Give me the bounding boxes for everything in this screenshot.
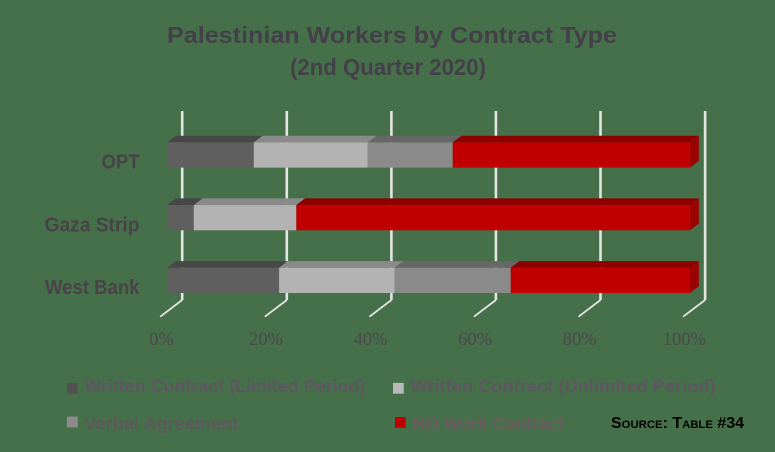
- svg-text:West Bank: West Bank: [45, 277, 140, 299]
- svg-text:100%: 100%: [663, 330, 706, 350]
- svg-text:0%: 0%: [149, 330, 174, 350]
- svg-text:Source: Table #34: Source: Table #34: [611, 415, 744, 432]
- svg-text:40%: 40%: [354, 330, 388, 350]
- svg-text:60%: 60%: [458, 330, 492, 350]
- svg-text:(2nd Quarter 2020): (2nd Quarter 2020): [290, 54, 486, 80]
- svg-text:80%: 80%: [563, 330, 597, 350]
- svg-text:OPT: OPT: [102, 152, 140, 174]
- svg-text:Palestinian Workers by Contrac: Palestinian Workers by Contract Type: [167, 22, 617, 48]
- svg-text:NO Work Contract: NO Work Contract: [413, 414, 564, 434]
- svg-text:20%: 20%: [249, 330, 283, 350]
- svg-text:Written Contract (Limited Peri: Written Contract (Limited Period): [84, 376, 365, 396]
- svg-text:Written Contract (Unlimited Pe: Written Contract (Unlimited Period): [411, 376, 716, 396]
- svg-text:Verbal Agreement: Verbal Agreement: [84, 414, 238, 434]
- svg-text:Gaza Strip: Gaza Strip: [45, 215, 140, 237]
